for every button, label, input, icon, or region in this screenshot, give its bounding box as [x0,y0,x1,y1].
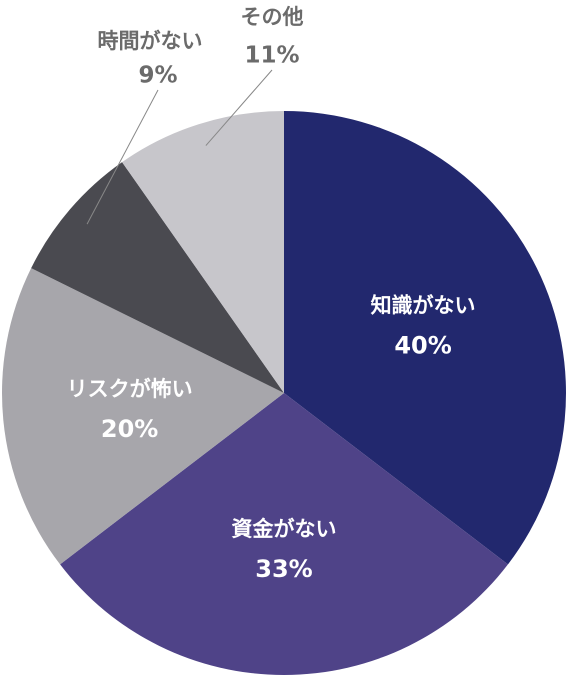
leader-line [86,89,159,225]
pie-slice [31,162,284,393]
value-label: 9% [138,63,177,89]
pie-slice [284,111,566,565]
value-label: 40% [394,331,451,359]
pie-slice [122,111,285,393]
value-label: 11% [244,43,299,69]
pie-slice [2,268,285,565]
leader-line [205,69,273,146]
value-label: 33% [255,555,312,583]
slice-label: リスクが怖い [67,377,193,401]
slice-label: その他 [241,5,304,29]
slice-label: 時間がない [98,29,203,53]
pie-slice [60,393,508,675]
value-label: 20% [101,415,158,443]
slice-label: 知識がない [371,293,476,317]
slice-label: 資金がない [232,517,337,541]
